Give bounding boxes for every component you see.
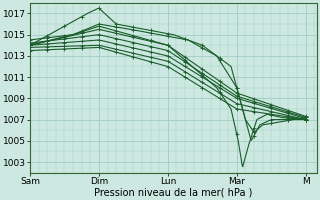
X-axis label: Pression niveau de la mer( hPa ): Pression niveau de la mer( hPa ) <box>94 187 253 197</box>
